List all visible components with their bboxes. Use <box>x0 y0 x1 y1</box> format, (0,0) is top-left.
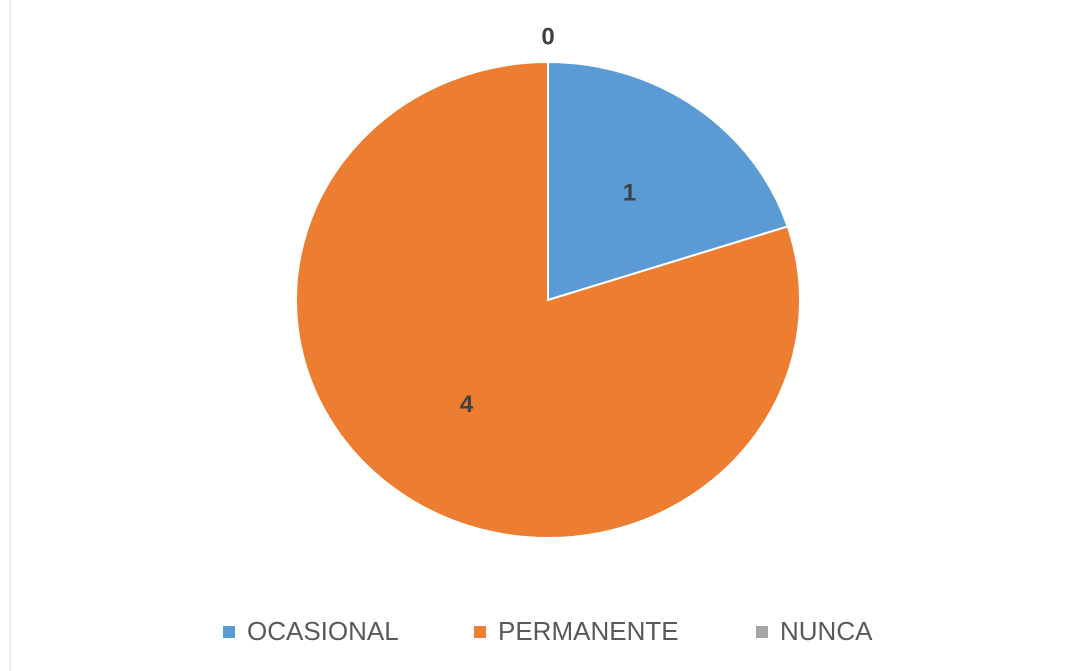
data-label: 1 <box>623 179 636 206</box>
legend-label: NUNCA <box>780 616 873 646</box>
legend-swatch <box>756 626 768 638</box>
pie-slice <box>547 60 789 302</box>
legend-swatch <box>474 626 486 638</box>
data-label: 0 <box>541 24 554 51</box>
legend-label: PERMANENTE <box>498 616 679 646</box>
data-label: 4 <box>460 391 474 418</box>
legend-swatch <box>223 626 235 638</box>
legend-label: OCASIONAL <box>247 616 399 646</box>
